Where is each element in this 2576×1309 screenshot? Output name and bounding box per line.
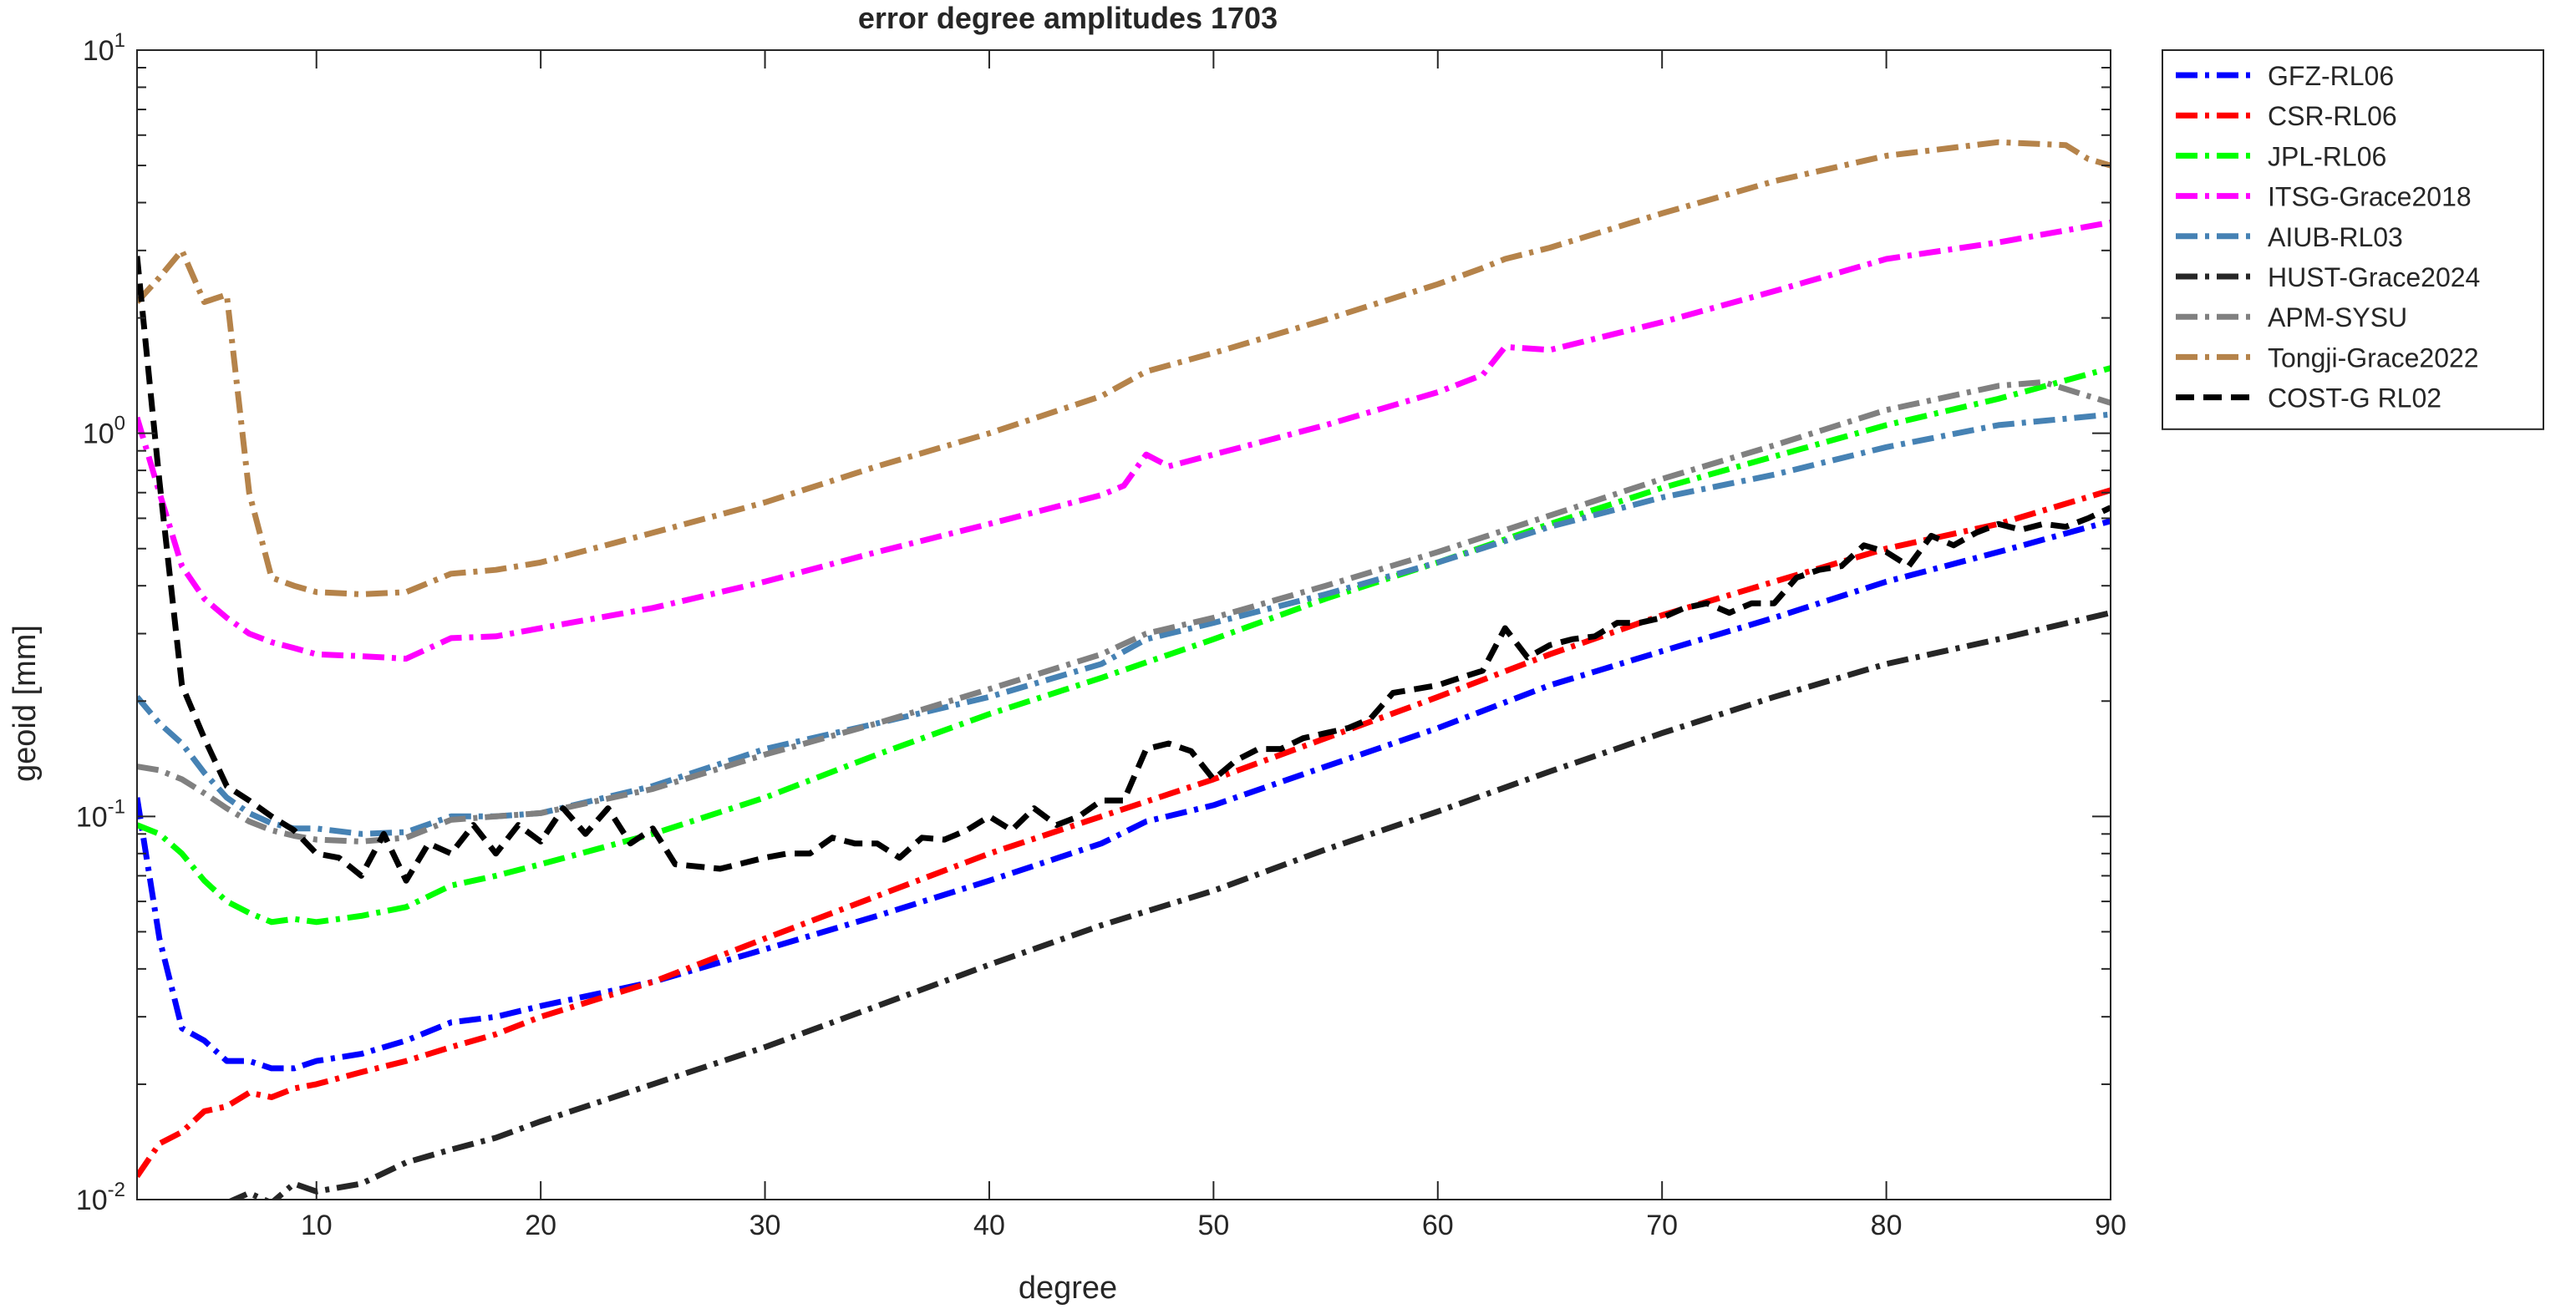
series-line-4: [137, 219, 2111, 662]
series-line-3: [137, 365, 2111, 926]
legend-label: APM-SYSU: [2268, 302, 2407, 332]
legend-label: JPL-RL06: [2268, 141, 2386, 171]
legend-label: AIUB-RL03: [2268, 222, 2403, 252]
y-axis-label: geoid [mm]: [8, 625, 43, 782]
y-tick-label: 100: [83, 413, 125, 450]
series-layer: [137, 139, 2111, 1200]
y-tick-label: 101: [83, 29, 125, 67]
plot-area: [136, 49, 2111, 1200]
legend-label: GFZ-RL06: [2268, 61, 2394, 91]
series-line-5: [137, 411, 2111, 837]
y-tick-base: 10: [83, 35, 114, 67]
y-tick-exponent: 1: [114, 29, 125, 52]
y-tick-base: 10: [76, 1185, 108, 1216]
x-tick-label: 30: [749, 1210, 781, 1241]
y-tick-base: 10: [83, 419, 114, 450]
legend-label: CSR-RL06: [2268, 101, 2397, 131]
y-tick-base: 10: [76, 801, 108, 833]
legend: GFZ-RL06 CSR-RL06 JPL-RL06 ITSG-Grace2018 AI…: [2162, 49, 2544, 430]
x-tick-label: 50: [1197, 1210, 1229, 1241]
series-line-2: [137, 487, 2111, 1179]
x-tick-label: 80: [1871, 1210, 1903, 1241]
chart-title: error degree amplitudes 1703: [858, 1, 1278, 35]
series-line-1: [137, 518, 2111, 1072]
x-tick-label: 20: [525, 1210, 556, 1241]
x-tick-label: 10: [301, 1210, 333, 1241]
series-line-7: [137, 378, 2111, 845]
y-tick-exponent: -1: [108, 795, 125, 818]
series-line-9: [137, 256, 2111, 884]
series-line-8: [137, 139, 2111, 597]
x-tick-label: 40: [973, 1210, 1005, 1241]
y-tick-label: 10-1: [76, 795, 125, 833]
y-tick-exponent: -2: [108, 1179, 125, 1201]
x-tick-label: 60: [1422, 1210, 1454, 1241]
legend-label: ITSG-Grace2018: [2268, 182, 2472, 212]
x-tick-label: 70: [1646, 1210, 1678, 1241]
y-tick-exponent: 0: [114, 413, 125, 435]
x-axis-label: degree: [1019, 1271, 1117, 1306]
y-tick-label: 10-2: [76, 1179, 125, 1216]
x-tick-label: 90: [2095, 1210, 2126, 1241]
legend-label: Tongji-Grace2022: [2268, 342, 2479, 373]
legend-label: HUST-Grace2024: [2268, 262, 2480, 292]
series-line-6: [226, 610, 2111, 1200]
legend-label: COST-G RL02: [2268, 383, 2441, 414]
